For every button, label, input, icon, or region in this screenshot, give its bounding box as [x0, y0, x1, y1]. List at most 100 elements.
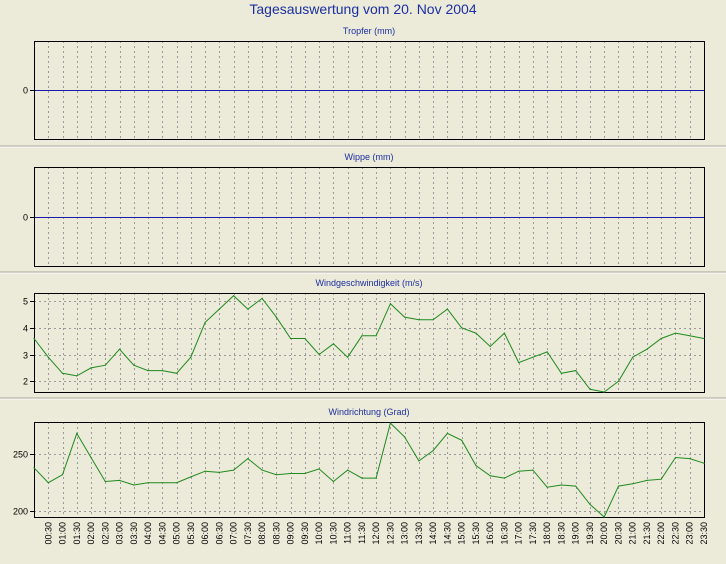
data-point — [518, 362, 520, 364]
data-point — [104, 480, 106, 483]
x-tick-label: 07:30 — [243, 522, 253, 545]
plot-frame — [34, 422, 705, 518]
x-tick-label: 15:30 — [471, 522, 481, 545]
data-point — [304, 472, 306, 475]
data-point — [190, 356, 192, 358]
x-tick-label: 17:00 — [514, 522, 524, 545]
chart-title: Windgeschwindigkeit (m/s) — [315, 278, 422, 288]
data-point — [318, 468, 320, 470]
y-tick-label: 250 — [13, 450, 28, 460]
chart-title: Tropfer (mm) — [343, 26, 395, 36]
data-point — [503, 477, 505, 479]
data-point — [76, 432, 78, 434]
data-point — [404, 436, 406, 438]
x-tick-label: 20:00 — [599, 522, 609, 545]
data-point — [161, 482, 163, 484]
data-point — [475, 464, 477, 467]
data-point — [218, 308, 220, 310]
x-tick-label: 19:00 — [571, 522, 581, 545]
data-point — [674, 332, 677, 334]
x-tick-label: 02:00 — [86, 522, 96, 545]
data-point — [347, 469, 349, 471]
data-point — [90, 367, 92, 369]
data-point — [446, 308, 448, 310]
data-point — [418, 460, 420, 462]
x-tick-label: 23:30 — [699, 522, 709, 545]
data-point — [233, 295, 235, 297]
data-point — [532, 356, 534, 358]
data-point — [147, 370, 149, 372]
data-point — [461, 327, 463, 329]
data-point — [275, 316, 277, 318]
data-point — [76, 375, 78, 377]
data-point — [575, 370, 577, 372]
data-point — [290, 472, 292, 475]
x-tick-label: 11:00 — [343, 522, 353, 544]
data-point — [304, 337, 306, 340]
data-point — [375, 477, 377, 479]
x-tick-label: 14:30 — [442, 522, 452, 545]
data-point — [133, 484, 135, 486]
data-point — [190, 476, 192, 478]
data-point — [347, 356, 349, 358]
chart-panel-4: Windrichtung (Grad) 200 250 — [13, 407, 705, 518]
data-point — [147, 482, 149, 484]
data-point — [133, 364, 135, 366]
chart-title: Wippe (mm) — [345, 152, 394, 162]
x-tick-label: 09:30 — [300, 522, 310, 545]
x-tick-label: 13:00 — [400, 522, 410, 545]
data-point — [617, 485, 620, 487]
page-title: Tagesauswertung vom 20. Nov 2004 — [249, 1, 477, 17]
y-tick-label: 3 — [23, 351, 28, 361]
data-point — [47, 482, 49, 484]
data-point — [646, 479, 648, 481]
data-point — [632, 356, 634, 358]
data-point — [603, 516, 605, 518]
data-point — [389, 422, 391, 424]
data-point — [118, 479, 121, 481]
y-tick-label: 200 — [13, 507, 28, 517]
x-tick-label: 02:30 — [100, 522, 110, 545]
x-tick-label: 00:30 — [43, 522, 53, 545]
x-tick-label: 01:00 — [58, 522, 68, 545]
y-tick-label: 4 — [23, 324, 28, 334]
data-point — [233, 469, 235, 471]
data-point — [33, 337, 35, 340]
data-point — [161, 370, 163, 372]
x-tick-label: 06:30 — [214, 522, 224, 545]
data-point — [176, 372, 178, 374]
y-tick-label: 0 — [23, 86, 28, 96]
x-tick-label: 11:30 — [357, 522, 367, 544]
data-point — [432, 450, 434, 452]
data-point — [332, 343, 334, 345]
y-tick-label: 2 — [23, 377, 28, 387]
data-point — [389, 303, 391, 305]
data-point — [361, 335, 363, 337]
data-point — [247, 308, 249, 310]
data-point — [617, 380, 620, 382]
data-point — [689, 335, 691, 337]
data-point — [560, 372, 563, 374]
data-point — [61, 474, 64, 476]
x-tick-label: 15:00 — [457, 522, 467, 545]
x-tick-label: 22:30 — [671, 522, 681, 545]
x-tick-label: 12:00 — [371, 522, 381, 545]
data-point — [361, 477, 363, 479]
x-tick-label: 06:00 — [200, 522, 210, 545]
data-point — [104, 364, 106, 366]
data-point — [660, 337, 662, 340]
data-point — [603, 391, 605, 393]
x-tick-label: 08:30 — [271, 522, 281, 545]
x-tick-label: 10:00 — [314, 522, 324, 545]
data-point — [703, 462, 705, 464]
x-tick-label: 09:00 — [286, 522, 296, 545]
data-point — [118, 348, 121, 350]
x-tick-label: 21:30 — [642, 522, 652, 545]
data-point — [247, 458, 249, 460]
data-point — [660, 478, 662, 480]
chart-title: Windrichtung (Grad) — [328, 407, 409, 417]
x-tick-label: 23:00 — [685, 522, 695, 545]
data-point — [432, 319, 434, 321]
